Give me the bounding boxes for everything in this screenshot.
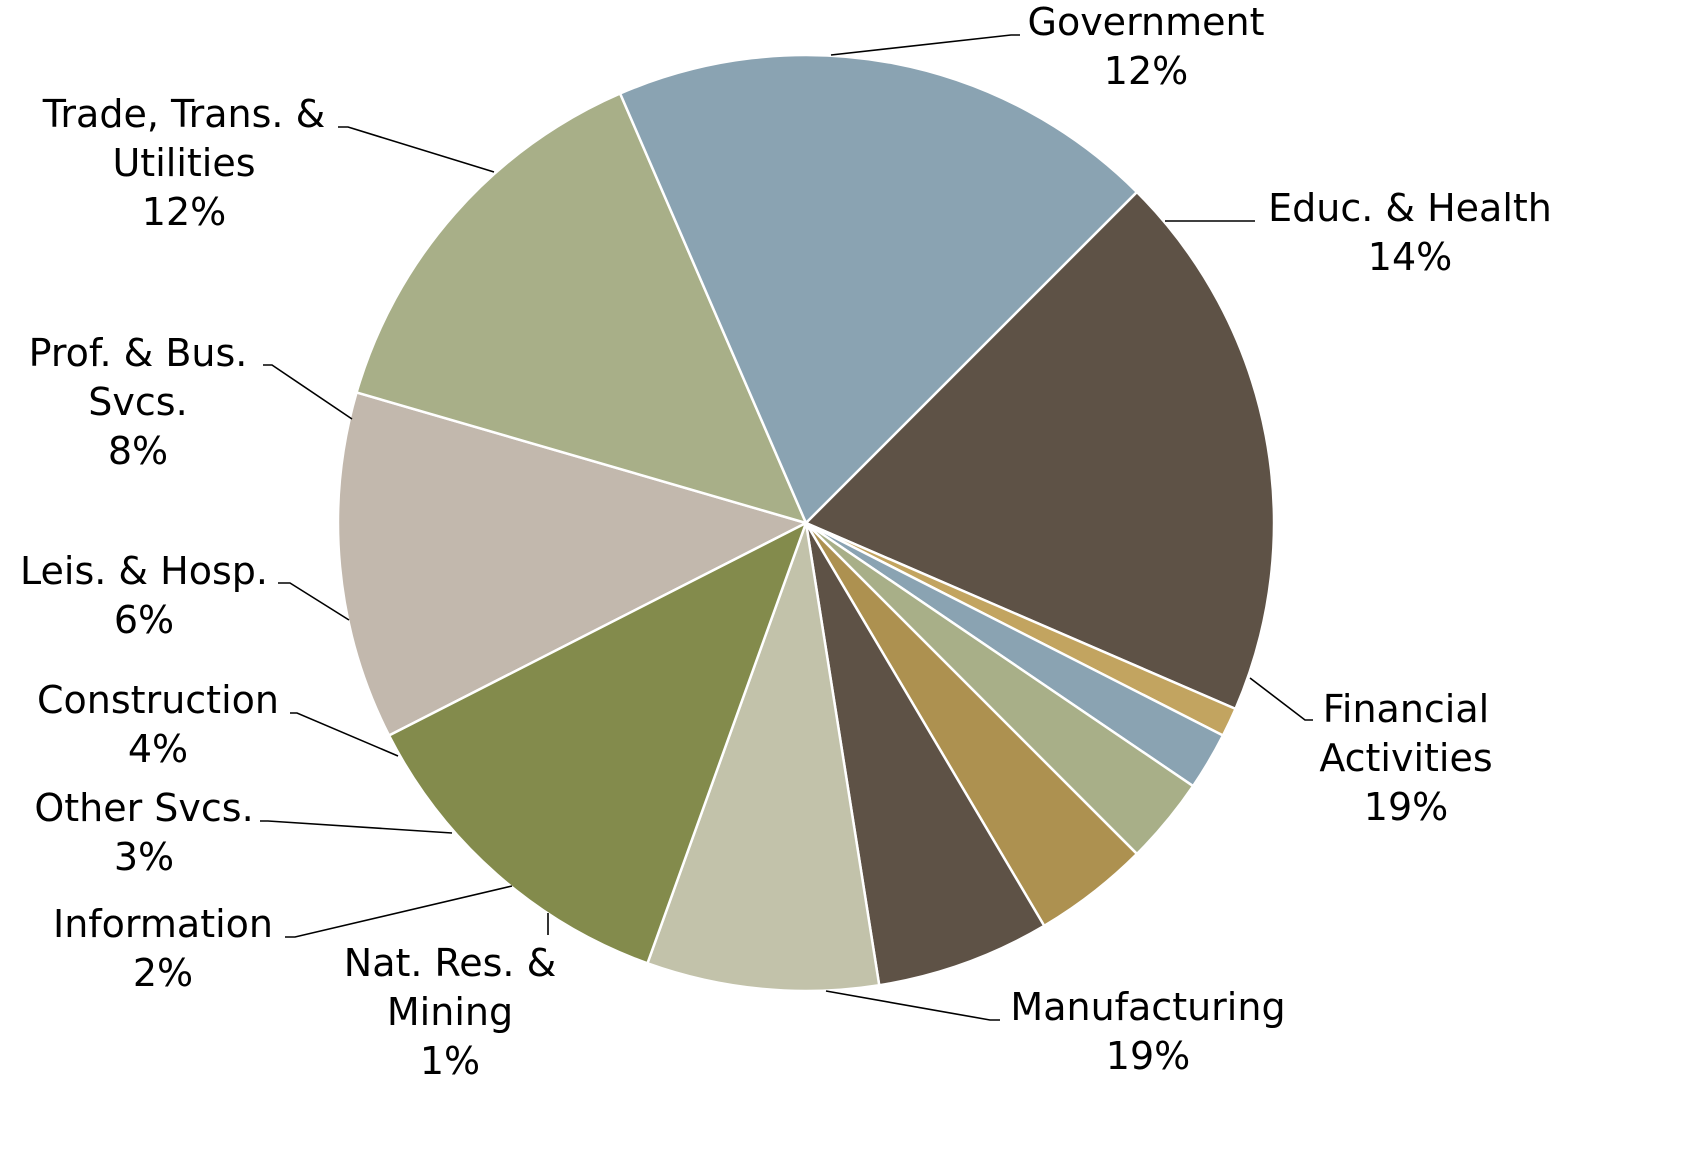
- slice-label-10: Trade, Trans. & Utilities 12%: [42, 92, 325, 234]
- slice-name: Trade, Trans. &: [42, 92, 325, 136]
- leader-line-0: [830, 34, 1020, 56]
- pie-slice-8: [804, 521, 1046, 987]
- slice-name: Mining: [387, 990, 513, 1034]
- pie-slices: [336, 53, 1276, 993]
- slice-percent: 3%: [114, 835, 174, 879]
- slice-label-1: Educ. & Health 14%: [1268, 186, 1552, 279]
- leader-line-5: [285, 885, 513, 938]
- slice-name: Utilities: [112, 141, 255, 185]
- pie-slice-10: [387, 521, 808, 965]
- leader-line-3: [825, 990, 1000, 1021]
- slice-percent: 1%: [420, 1039, 480, 1083]
- slice-name: Prof. & Bus.: [29, 331, 248, 375]
- slice-percent: 14%: [1368, 235, 1452, 279]
- slice-name: Financial: [1323, 687, 1489, 731]
- slice-name: Information: [53, 902, 273, 946]
- pie-slice-2: [618, 53, 1139, 525]
- leader-line-9: [263, 364, 353, 420]
- leader-line-2: [1249, 677, 1313, 721]
- slice-name: Activities: [1319, 736, 1492, 780]
- slice-name: Manufacturing: [1010, 985, 1285, 1029]
- leader-line-7: [290, 712, 399, 757]
- slice-label-9: Prof. & Bus. Svcs. 8%: [29, 331, 248, 473]
- slice-label-8: Leis. & Hosp. 6%: [20, 549, 268, 642]
- slice-percent: 12%: [142, 190, 226, 234]
- leader-lines: [260, 34, 1313, 1021]
- slice-name: Educ. & Health: [1268, 186, 1552, 230]
- slice-name: Other Svcs.: [34, 786, 253, 830]
- leader-line-10: [338, 126, 495, 173]
- slice-name: Svcs.: [88, 380, 187, 424]
- slice-percent: 19%: [1364, 785, 1448, 829]
- slice-percent: 2%: [133, 951, 193, 995]
- slice-label-2: Financial Activities 19%: [1319, 687, 1492, 829]
- slice-percent: 6%: [114, 598, 174, 642]
- slice-label-3: Manufacturing 19%: [1010, 985, 1285, 1078]
- slice-label-0: Government 12%: [1028, 0, 1265, 93]
- slice-label-5: Information 2%: [53, 902, 273, 995]
- pie-slice-1: [355, 92, 808, 525]
- leader-line-6: [260, 820, 453, 834]
- slice-name: Nat. Res. &: [344, 941, 556, 985]
- slice-percent: 19%: [1106, 1034, 1190, 1078]
- slice-percent: 4%: [128, 727, 188, 771]
- slice-label-7: Construction 4%: [37, 678, 279, 771]
- slice-name: Construction: [37, 678, 279, 722]
- pie-slice-0: [336, 391, 808, 737]
- slice-name: Government: [1028, 0, 1265, 44]
- pie-slice-9: [646, 521, 881, 993]
- pie-slice-3: [804, 190, 1276, 711]
- slice-percent: 12%: [1104, 49, 1188, 93]
- leader-line-8: [278, 582, 350, 621]
- slice-label-4: Nat. Res. & Mining 1%: [344, 941, 556, 1083]
- slice-percent: 8%: [108, 429, 168, 473]
- slice-label-6: Other Svcs. 3%: [34, 786, 253, 879]
- slice-labels: Government 12% Educ. & Health 14% Financial A…: [20, 0, 1552, 1083]
- slice-name: Leis. & Hosp.: [20, 549, 268, 593]
